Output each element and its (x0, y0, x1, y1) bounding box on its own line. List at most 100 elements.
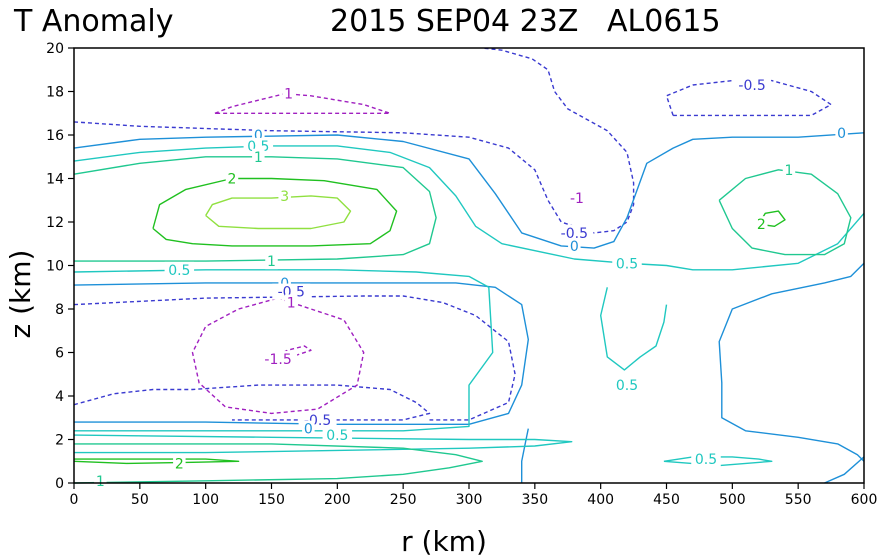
contour-labels: 1-0.5000.51123-12-0.500.50.510-0.51-1.50… (94, 76, 848, 490)
contour-line (718, 169, 852, 256)
y-tick-label: 20 (46, 41, 64, 57)
contour-label: 1 (267, 254, 276, 270)
contour-line (73, 434, 573, 454)
contour-line (214, 92, 391, 115)
contour-label: 0.5 (616, 378, 638, 394)
contour-label: 2 (175, 456, 184, 472)
contour-line (73, 47, 635, 234)
x-tick-label: 150 (258, 492, 285, 508)
contour-label-background (566, 190, 588, 207)
contour-label-background (285, 294, 298, 311)
x-tick-label: 350 (521, 492, 548, 508)
contour-line (73, 384, 431, 421)
contour-label-background (252, 148, 265, 165)
x-tick-label: 450 (653, 492, 680, 508)
chart-title: T Anomaly (13, 4, 173, 39)
contour-line (73, 132, 865, 249)
contour-label: 3 (280, 189, 289, 205)
contour-label-background (94, 472, 107, 489)
contour-label-background (278, 187, 291, 204)
contour-label-background (302, 420, 315, 437)
contour-label: -1.5 (264, 352, 291, 368)
contour-label: 0.5 (695, 452, 717, 468)
contour-line (191, 297, 365, 415)
contour-label: 0.5 (326, 428, 348, 444)
contour-line (824, 456, 865, 484)
x-tick-label: 200 (324, 492, 351, 508)
y-tick-label: 6 (55, 346, 64, 362)
contour-label-background (568, 237, 581, 254)
contour-label: -1 (570, 191, 584, 207)
contour-label: 1 (784, 163, 793, 179)
x-axis-ticks: 0 50 100 150 200 250 300 350 400 450 500 550 600 (70, 483, 878, 508)
y-tick-label: 18 (46, 85, 64, 101)
contour-line (758, 210, 786, 228)
y-tick-label: 0 (55, 476, 64, 492)
contour-label: 0.5 (168, 263, 190, 279)
contour-label-background (755, 216, 768, 233)
y-tick-label: 10 (46, 259, 64, 275)
x-tick-label: 250 (390, 492, 417, 508)
contour-label-background (835, 124, 848, 141)
contour-line (73, 443, 483, 484)
contour-label: 1 (284, 87, 293, 103)
contour-label: -0.5 (561, 226, 588, 242)
y-tick-label: 12 (46, 215, 64, 231)
contour-line (665, 79, 832, 117)
x-tick-label: 300 (456, 492, 483, 508)
y-tick-label: 2 (55, 433, 64, 449)
x-tick-label: 500 (719, 492, 746, 508)
contour-label: 2 (757, 217, 766, 233)
x-tick-label: 600 (851, 492, 878, 508)
contour-label-background (612, 377, 642, 394)
contour-label: 1 (254, 150, 263, 166)
contour-label-background (173, 455, 186, 472)
y-axis-label: z (km) (4, 250, 37, 339)
contour-label-background (272, 283, 311, 300)
y-tick-label: 4 (55, 389, 64, 405)
x-axis-label: r (km) (401, 525, 487, 558)
contour-label-background (265, 253, 278, 270)
y-tick-label: 8 (55, 302, 64, 318)
contour-label-background (555, 224, 594, 241)
contour-label: 0 (570, 239, 579, 255)
contour-line (718, 262, 865, 462)
x-tick-label: 0 (70, 492, 79, 508)
contour-label-background (225, 170, 239, 187)
contour-label: 1 (96, 474, 105, 490)
contour-label: 2 (228, 172, 237, 188)
contour-line (73, 156, 437, 262)
contour-label: -0.5 (278, 285, 305, 301)
contour-label: 1 (287, 295, 296, 311)
contour-label-background (282, 85, 295, 102)
contour-label-background (782, 161, 796, 178)
contour-line (73, 458, 240, 465)
x-tick-label: 400 (587, 492, 614, 508)
contour-label-background (259, 351, 298, 368)
x-tick-label: 550 (785, 492, 812, 508)
contour-label: -0.5 (738, 78, 765, 94)
contour-label: 0 (304, 422, 313, 438)
contour-label-background (243, 137, 274, 154)
contour-label-background (164, 261, 195, 278)
y-tick-label: 14 (46, 172, 64, 188)
contour-line (205, 195, 352, 230)
contour-label-background (612, 255, 642, 272)
contour-label-background (691, 451, 721, 468)
contour-label: 0 (837, 126, 846, 142)
y-tick-label: 16 (46, 128, 64, 144)
chart-subtitle: 2015 SEP04 23Z AL0615 (330, 4, 721, 39)
y-axis-ticks: 0 2 4 6 8 10 12 14 16 18 20 (46, 41, 74, 492)
x-tick-label: 100 (192, 492, 219, 508)
contour-label: 0.5 (616, 256, 638, 272)
contour-line (73, 145, 865, 271)
contour-line (600, 287, 668, 371)
contour-line (73, 282, 529, 425)
contour-label-background (733, 76, 772, 93)
contour-line (152, 177, 398, 247)
contour-label-background (322, 427, 353, 444)
contour-line (521, 428, 529, 483)
x-tick-label: 50 (131, 492, 149, 508)
contour-line (73, 269, 494, 432)
